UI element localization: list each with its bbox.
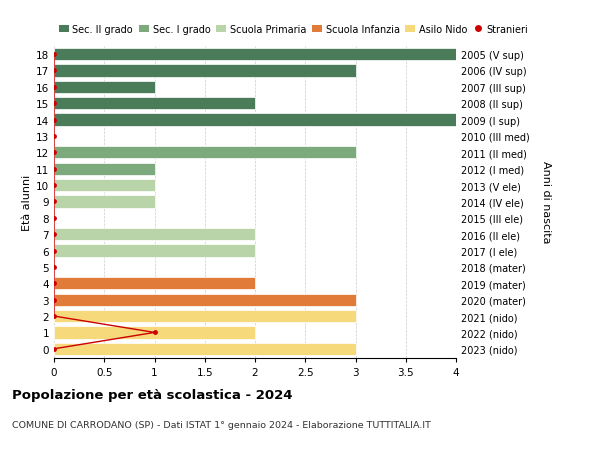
Bar — [54, 163, 155, 175]
Y-axis label: Età alunni: Età alunni — [22, 174, 32, 230]
Bar — [54, 343, 355, 355]
Bar — [54, 326, 255, 339]
Bar — [54, 49, 456, 61]
Bar — [54, 196, 155, 208]
Bar — [54, 81, 155, 94]
Bar — [54, 310, 355, 323]
Bar — [54, 98, 255, 110]
Text: Popolazione per età scolastica - 2024: Popolazione per età scolastica - 2024 — [12, 388, 293, 401]
Bar — [54, 278, 255, 290]
Bar — [54, 65, 355, 78]
Legend: Sec. II grado, Sec. I grado, Scuola Primaria, Scuola Infanzia, Asilo Nido, Stran: Sec. II grado, Sec. I grado, Scuola Prim… — [59, 25, 529, 35]
Bar — [54, 245, 255, 257]
Text: COMUNE DI CARRODANO (SP) - Dati ISTAT 1° gennaio 2024 - Elaborazione TUTTITALIA.: COMUNE DI CARRODANO (SP) - Dati ISTAT 1°… — [12, 420, 431, 429]
Y-axis label: Anni di nascita: Anni di nascita — [541, 161, 551, 243]
Bar — [54, 294, 355, 306]
Bar — [54, 147, 355, 159]
Bar — [54, 179, 155, 192]
Bar — [54, 229, 255, 241]
Bar — [54, 114, 456, 126]
